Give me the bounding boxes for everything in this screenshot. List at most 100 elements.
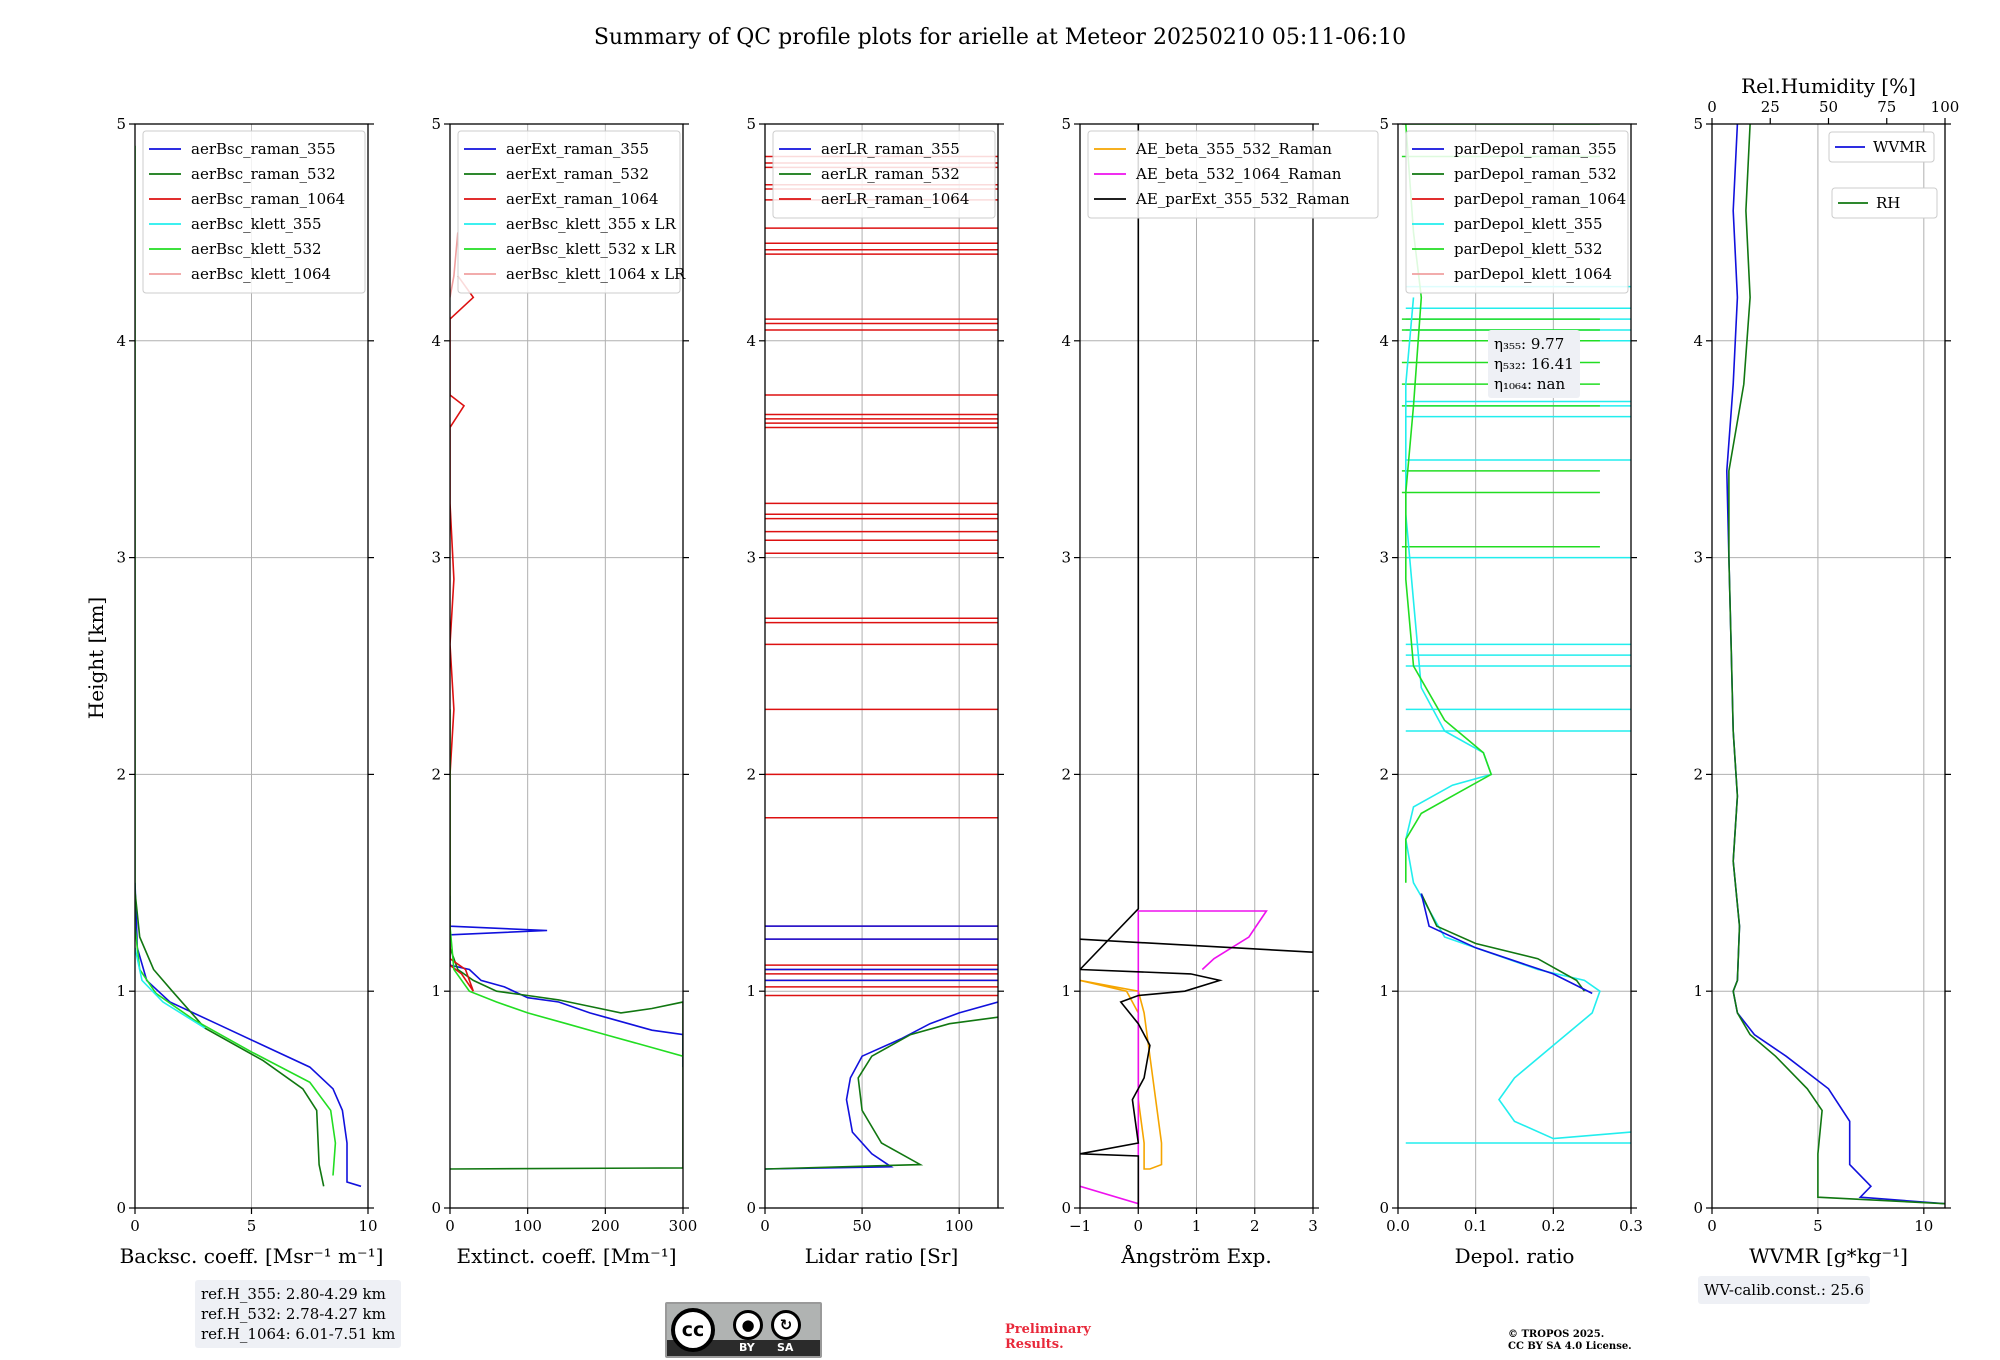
legend-label: aerExt_raman_1064: [506, 190, 659, 208]
y-tick-label: 3: [116, 549, 126, 567]
panel-frame: [1711, 123, 1946, 1209]
x-tick-label: 2: [1250, 1217, 1260, 1235]
x-tick-label: 0.1: [1464, 1217, 1488, 1235]
legend-label: parDepol_raman_355: [1454, 140, 1617, 158]
x-axis-label: Extinct. coeff. [Mm⁻¹]: [456, 1244, 676, 1268]
series-parDepol_raman_355: [1420, 893, 1593, 995]
y-tick-label: 1: [1061, 982, 1071, 1000]
legend-label: aerLR_raman_532: [821, 165, 960, 183]
x-tick-label: 100: [945, 1217, 974, 1235]
x-tick-label: 3: [1308, 1217, 1318, 1235]
legend-box: [1405, 130, 1629, 294]
series-aerExt_raman_1064: [450, 275, 475, 992]
legend: aerExt_raman_355 aerExt_raman_532 aerExt_r…: [457, 130, 686, 294]
y-tick-label: 4: [431, 332, 441, 350]
y-tick-label: 1: [746, 982, 756, 1000]
series-parDepol_klett_532: [1405, 124, 1493, 883]
series-aerExt_raman_532: [450, 947, 683, 1170]
top-x-tick-label: 0: [1707, 98, 1717, 116]
legend-label: aerBsc_raman_1064: [191, 190, 345, 208]
series-aerBsc_klett_532 x LR: [450, 709, 683, 1057]
ref-height-532: ref.H_532: 2.78-4.27 km: [201, 1305, 386, 1323]
y-tick-label: 2: [1379, 765, 1389, 783]
x-tick-label: 5: [247, 1217, 257, 1235]
wv-calib-box: WV-calib.const.: 25.6: [1698, 1276, 1871, 1304]
x-tick-label: 10: [1914, 1217, 1933, 1235]
legend-box: [1087, 130, 1379, 219]
preliminary-line-1: Preliminary: [1005, 1322, 1091, 1337]
y-tick-label: 5: [1379, 115, 1389, 133]
by-person-icon: ●: [733, 1310, 763, 1340]
panel-data: [135, 145, 362, 1188]
preliminary-line-2: Results.: [1005, 1337, 1064, 1352]
series-AE_beta_355_532_Raman: [1080, 979, 1163, 1170]
legend-label: parDepol_klett_355: [1454, 215, 1603, 233]
x-axis-label: WVMR [g*kg⁻¹]: [1749, 1244, 1908, 1268]
eta-1064: η₁₀₆₄: nan: [1494, 375, 1566, 393]
x-axis-label: Lidar ratio [Sr]: [805, 1244, 959, 1268]
top-x-axis-label: Rel.Humidity [%]: [1741, 74, 1916, 98]
legend: aerBsc_raman_355 aerBsc_raman_532 aerBsc_r…: [142, 130, 366, 294]
preliminary-note: Preliminary Results.: [1005, 1322, 1091, 1352]
legend-box: [772, 130, 996, 219]
eta-532: η₅₃₂: 16.41: [1494, 355, 1574, 373]
panel-frame: [449, 123, 684, 1209]
y-tick-label: 1: [1693, 982, 1703, 1000]
y-tick-label: 5: [1693, 115, 1703, 133]
series-aerLR_raman_355: [765, 1001, 998, 1170]
y-tick-label: 3: [431, 549, 441, 567]
series-aerBsc_klett_1064 x LR: [450, 232, 459, 298]
ref-height-1064: ref.H_1064: 6.01-7.51 km: [201, 1325, 396, 1343]
panel-2: 0 100 200 300 0 1 2 3 4 5 Extinct. coeff. [Mm⁻¹] ae…: [431, 115, 697, 1268]
legend-label: aerLR_raman_1064: [821, 190, 969, 208]
series-aerBsc_raman_532: [135, 891, 325, 1187]
y-tick-label: 5: [431, 115, 441, 133]
eta-355: η₃₅₅: 9.77: [1494, 335, 1565, 353]
wv-calib-const: WV-calib.const.: 25.6: [1704, 1281, 1865, 1299]
figure-title: Summary of QC profile plots for arielle …: [594, 25, 1406, 50]
top-x-tick-label: 25: [1761, 98, 1780, 116]
y-axis-label: Height [km]: [84, 597, 108, 719]
legend-label: WVMR: [1873, 138, 1927, 156]
copyright-line-1: © TROPOS 2025.: [1508, 1329, 1605, 1340]
legend-label: AE_beta_355_532_Raman: [1135, 140, 1332, 158]
x-tick-label: 300: [669, 1217, 698, 1235]
legend-label: aerBsc_klett_532: [191, 240, 322, 258]
x-tick-label: 0: [445, 1217, 455, 1235]
legend-label: aerBsc_raman_532: [191, 165, 336, 183]
x-axis-label: Ångström Exp.: [1120, 1243, 1271, 1268]
x-axis-label: Backsc. coeff. [Msr⁻¹ m⁻¹]: [120, 1244, 384, 1268]
y-tick-label: 4: [746, 332, 756, 350]
top-x-tick-label: 50: [1819, 98, 1838, 116]
legend-label: aerBsc_klett_532 x LR: [506, 240, 677, 258]
y-tick-label: 0: [116, 1199, 126, 1217]
y-tick-label: 3: [746, 549, 756, 567]
y-tick-label: 0: [746, 1199, 756, 1217]
y-tick-label: 4: [1693, 332, 1703, 350]
y-tick-label: 1: [116, 982, 126, 1000]
legend-label: aerBsc_klett_355 x LR: [506, 215, 677, 233]
ref-height-355: ref.H_355: 2.80-4.29 km: [201, 1285, 386, 1303]
panel-data: [1725, 124, 1945, 1205]
panel-frame: [1079, 123, 1314, 1209]
x-tick-label: 0: [1133, 1217, 1143, 1235]
series-aerExt_raman_355: [450, 895, 683, 1068]
series-parDepol_klett_355: [1404, 297, 1631, 1140]
cc-license-badge[interactable]: cc ● ↻ BY SA: [665, 1302, 822, 1358]
legend-box: [1831, 187, 1938, 219]
eta-box: η₃₅₅: 9.77 η₅₃₂: 16.41 η₁₀₆₄: nan: [1488, 330, 1580, 398]
y-tick-label: 5: [1061, 115, 1071, 133]
panel-1: 0 5 10 0 1 2 3 4 5 Backsc. coeff. [Msr⁻¹ m⁻¹] aerB…: [116, 115, 383, 1268]
series-aerBsc_klett_355: [135, 947, 206, 1029]
panel-frame: [134, 123, 369, 1209]
legend-label: aerBsc_raman_355: [191, 140, 336, 158]
copyright-note: © TROPOS 2025. CC BY SA 4.0 License.: [1508, 1329, 1632, 1353]
series-ae-black-2: [1080, 938, 1313, 953]
y-tick-label: 2: [1693, 765, 1703, 783]
y-tick-label: 1: [1379, 982, 1389, 1000]
x-tick-label: 200: [591, 1217, 620, 1235]
cc-logo-icon: cc: [671, 1308, 715, 1352]
